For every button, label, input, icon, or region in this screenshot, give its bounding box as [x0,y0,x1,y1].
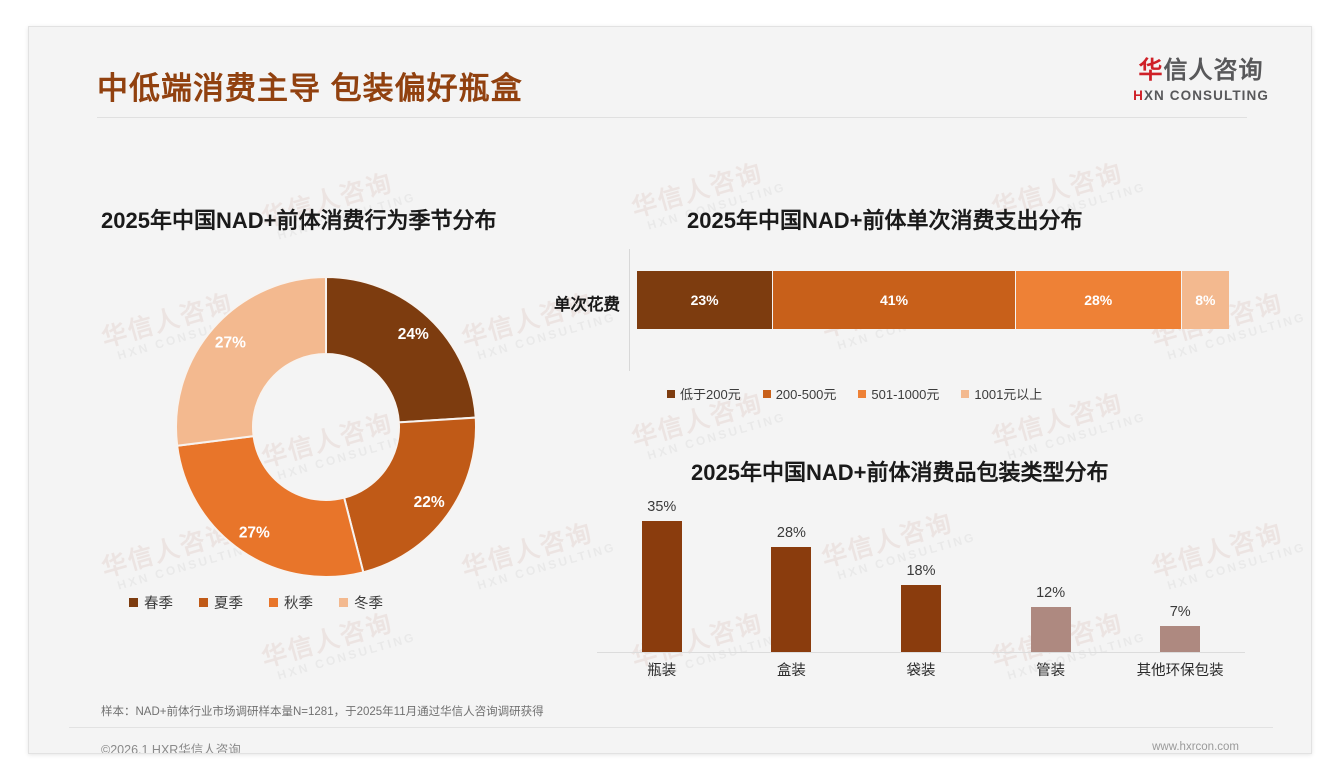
donut-slice[interactable] [175,275,327,447]
logo-english-accent: H [1133,87,1144,103]
stacked-legend-item[interactable]: 1001元以上 [961,384,1042,403]
column-bar[interactable] [1030,607,1071,652]
donut-legend-label: 春季 [144,596,173,612]
donut-legend-item[interactable]: 春季 [129,592,173,613]
donut-legend: 春季 夏季 秋季 冬季 [129,592,383,613]
logo-chinese: 华信人咨询 [1133,57,1269,85]
slide: 华信人咨询 HXN CONSULTING 华信人咨询 HXN CONSULTING 华信… [28,26,1312,754]
donut-slice[interactable] [176,435,365,578]
page-title: 中低端消费主导 包装偏好瓶盒 [97,71,523,106]
column-cell: 28% 盒装 [727,502,857,679]
column-bar[interactable] [771,547,812,652]
donut-legend-label: 冬季 [354,596,383,612]
stacked-bar-chart: 单次花费 23% 41% 28% 8% 低于200元 200-500元 501-1000元… [554,249,1249,419]
donut-slice-label: 27% [239,524,270,541]
stacked-segment[interactable]: 8% [1181,271,1229,329]
footer-divider [69,727,1273,728]
column-cell: 12% 管装 [986,502,1116,679]
column-baseline [597,652,1245,653]
logo-chinese-accent: 华 [1138,57,1164,84]
column-bar[interactable] [1160,625,1201,652]
stacked-legend-item[interactable]: 低于200元 [667,384,741,403]
logo-chinese-rest: 信人咨询 [1163,57,1264,84]
stacked-legend-item[interactable]: 200-500元 [762,384,837,403]
legend-swatch-icon [339,598,348,607]
donut-slice-label: 24% [398,326,429,343]
column-cell: 35% 瓶装 [597,498,727,679]
legend-swatch-icon [199,598,208,607]
column-bar[interactable] [641,520,682,652]
donut-chart: 24% 22% 27% 27% 春季 夏季 秋季 冬季 [101,262,611,622]
legend-swatch-icon [858,389,867,398]
legend-swatch-icon [269,598,278,607]
stacked-legend-label: 200-500元 [775,387,837,402]
stacked-axis-line [629,249,630,371]
column-bar[interactable] [900,584,941,652]
stacked-segment[interactable]: 28% [1015,271,1182,329]
column-chart-title: 2025年中国NAD+前体消费品包装类型分布 [691,460,1109,485]
column-value-label: 28% [776,525,806,541]
logo-english-rest: XN CONSULTING [1143,87,1269,103]
donut-slice-label: 22% [414,494,445,511]
column-category-label: 管装 [1036,663,1066,679]
donut-legend-item[interactable]: 夏季 [199,592,243,613]
legend-swatch-icon [961,389,970,398]
slide-header: 中低端消费主导 包装偏好瓶盒 华信人咨询 HXN CONSULTING [29,27,1311,125]
title-divider [97,117,1247,118]
column-bars: 35% 瓶装 28% 盒装 18% 袋装 12% 管装 7% 其他环保包装 [597,498,1245,679]
column-cell: 7% 其他环保包装 [1115,502,1245,679]
stacked-row-label: 单次花费 [554,296,620,314]
donut-slice[interactable] [325,275,477,424]
stacked-legend-label: 低于200元 [680,387,741,402]
stacked-legend-item[interactable]: 501-1000元 [858,384,939,403]
stacked-segment-label: 41% [880,292,909,308]
column-category-label: 瓶装 [647,663,677,679]
legend-swatch-icon [129,598,138,607]
column-cell: 18% 袋装 [856,502,986,679]
donut-legend-label: 夏季 [214,596,243,612]
donut-legend-item[interactable]: 冬季 [339,592,383,613]
stacked-chart-title: 2025年中国NAD+前体单次消费支出分布 [687,208,1083,233]
stacked-segment[interactable]: 23% [637,271,774,329]
stacked-segment[interactable]: 41% [773,271,1016,329]
sample-note: 样本：NAD+前体行业市场调研样本量N=1281，于2025年11月通过华信人咨… [101,706,544,718]
column-category-label: 袋装 [906,663,936,679]
column-value-label: 7% [1169,603,1191,620]
column-chart: 35% 瓶装 28% 盒装 18% 袋装 12% 管装 7% 其他环保包装 [589,497,1249,687]
column-category-label: 盒装 [776,663,806,679]
column-value-label: 12% [1036,585,1066,601]
column-value-label: 35% [647,498,677,515]
stacked-segment-label: 8% [1195,292,1216,308]
donut-chart-title: 2025年中国NAD+前体消费行为季节分布 [101,208,497,233]
stacked-legend-label: 1001元以上 [974,387,1043,402]
stacked-bar-track: 23% 41% 28% 8% [637,271,1229,329]
copyright-text: ©2026.1 HXR华信人咨询 [101,743,241,754]
stacked-legend: 低于200元 200-500元 501-1000元 1001元以上 [667,384,1042,403]
donut-svg: 24% 22% 27% 27% [175,275,477,578]
stacked-segment-label: 28% [1084,292,1113,308]
legend-swatch-icon [762,389,771,398]
legend-swatch-icon [667,389,675,398]
website-url: www.hxrcon.com [1152,741,1239,753]
donut-legend-item[interactable]: 秋季 [269,592,313,613]
donut-legend-label: 秋季 [284,596,313,612]
donut-slice-label: 27% [215,335,246,352]
logo-english: HXN CONSULTING [1133,88,1269,103]
column-value-label: 18% [906,562,936,579]
company-logo: 华信人咨询 HXN CONSULTING [1133,57,1269,103]
stacked-legend-label: 501-1000元 [871,387,940,402]
donut-slice[interactable] [342,416,477,574]
stacked-segment-label: 23% [690,292,719,308]
column-category-label: 其他环保包装 [1136,663,1224,679]
